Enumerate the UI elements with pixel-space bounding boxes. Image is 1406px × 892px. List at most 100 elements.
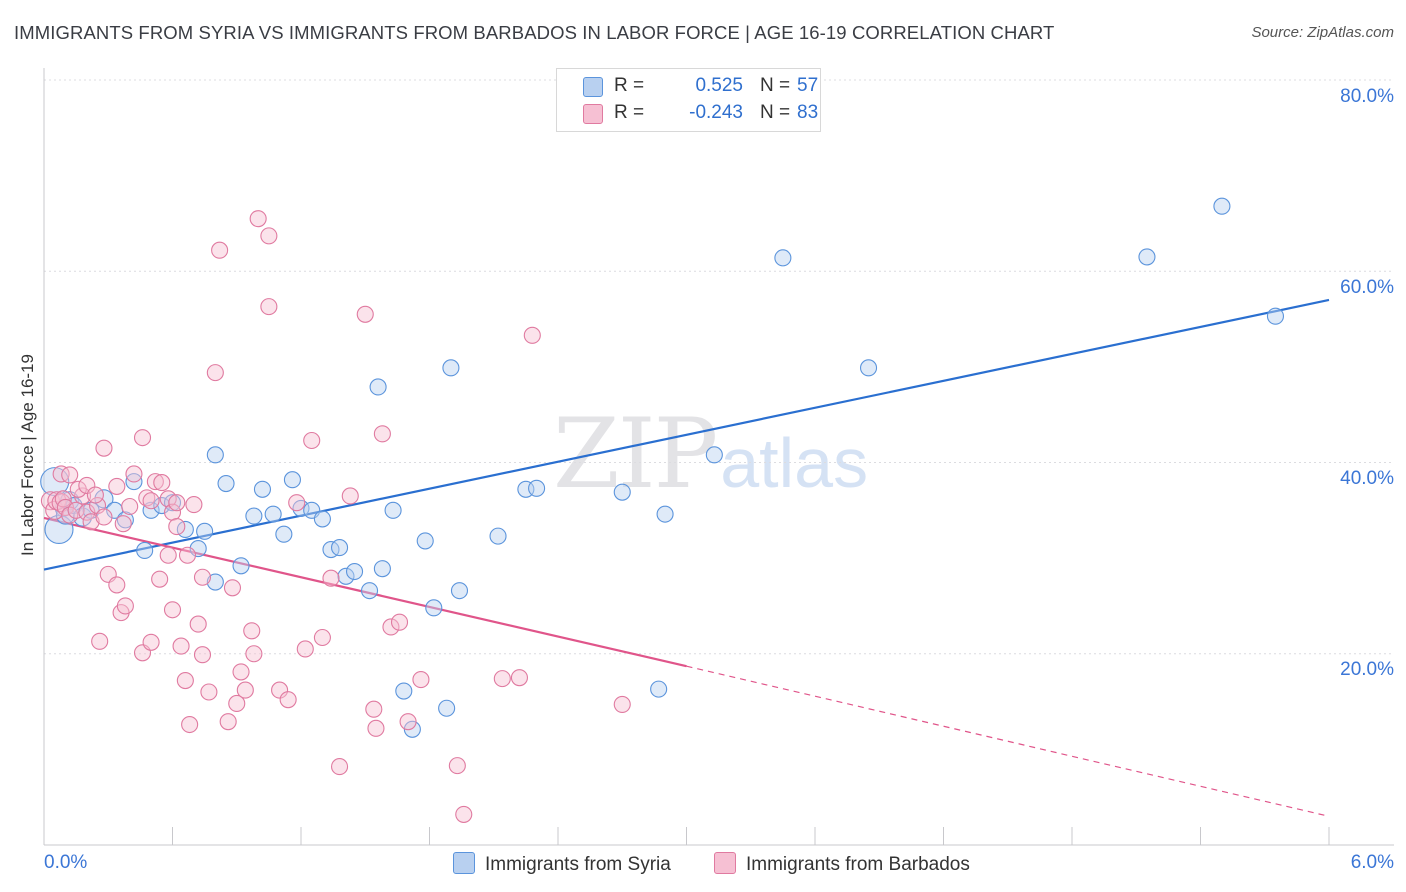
barbados-point	[232, 663, 250, 681]
syria-point	[650, 680, 668, 698]
barbados-point	[67, 501, 85, 519]
barbados-point	[279, 691, 297, 709]
barbados-point	[61, 466, 79, 484]
syria-legend-label: Immigrants from Syria	[485, 854, 671, 875]
barbados-point	[211, 241, 229, 259]
barbados-point	[193, 646, 212, 664]
barbados-legend-swatch	[714, 852, 736, 874]
barbados-point	[193, 568, 212, 586]
r-value: -0.243	[689, 102, 743, 123]
barbados-point	[260, 227, 278, 245]
syria-point	[1266, 307, 1285, 325]
barbados-point	[82, 513, 100, 531]
barbados-point	[373, 425, 391, 443]
barbados-point	[95, 508, 113, 526]
barbados-point	[172, 637, 190, 655]
n-label: N =	[760, 102, 791, 123]
barbados-point	[114, 515, 132, 533]
barbados-point	[303, 431, 321, 450]
syria-point	[425, 599, 443, 617]
barbados-point	[153, 474, 171, 492]
syria-point	[206, 573, 224, 591]
barbados-point	[125, 465, 143, 483]
syria-point	[313, 510, 331, 528]
y-axis-title: In Labor Force | Age 16-19	[18, 354, 37, 556]
syria-point	[395, 682, 413, 700]
n-label: N =	[760, 75, 791, 96]
syria-point	[1213, 197, 1231, 215]
barbados-point	[159, 490, 177, 508]
barbados-point	[365, 700, 383, 718]
syria-point	[416, 532, 434, 550]
syria-point	[369, 378, 387, 396]
barbados-point	[151, 570, 169, 588]
syria-point	[1138, 248, 1156, 266]
y-tick-label: 40.0%	[1340, 468, 1394, 489]
r-label: R =	[614, 102, 645, 123]
syria-point	[283, 471, 301, 489]
barbados-swatch	[583, 104, 603, 124]
syria-swatch	[583, 77, 603, 97]
barbados-point	[95, 439, 113, 457]
barbados-point	[367, 719, 385, 737]
barbados-point	[399, 713, 417, 731]
syria-point	[774, 249, 792, 267]
barbados-point	[78, 503, 96, 521]
syria-point	[442, 359, 460, 377]
y-tick-label: 60.0%	[1340, 277, 1394, 298]
barbados-point	[322, 569, 340, 587]
r-label: R =	[614, 75, 645, 96]
barbados-point	[159, 546, 177, 564]
barbados-point	[493, 670, 511, 688]
syria-point	[94, 489, 114, 509]
syria-point	[705, 446, 723, 464]
syria-point	[264, 505, 282, 523]
syria-point	[206, 446, 224, 464]
barbados-point	[219, 713, 237, 731]
barbados-point	[260, 298, 278, 316]
barbados-point	[78, 476, 96, 495]
barbados-point	[200, 683, 218, 701]
barbados-point	[206, 364, 224, 382]
barbados-point	[249, 210, 267, 228]
syria-point	[189, 540, 207, 558]
barbados-point	[382, 618, 400, 636]
syria-point	[384, 501, 402, 519]
barbados-point	[313, 628, 331, 647]
barbados-point	[236, 681, 254, 699]
syria-point	[345, 562, 364, 581]
barbados-point	[390, 613, 409, 631]
barbados-point	[185, 496, 203, 514]
barbados-point	[613, 695, 631, 713]
barbados-point	[133, 429, 152, 447]
correlation-legend: R = 0.525 N = 57 R = -0.243 N = 83	[556, 68, 821, 132]
x-tick-label-max: 6.0%	[1350, 852, 1394, 873]
syria-point	[373, 560, 391, 578]
syria-point	[613, 483, 631, 501]
barbados-point	[356, 305, 374, 323]
barbados-point	[228, 694, 246, 713]
axes	[43, 68, 1394, 846]
barbados-trend-line	[43, 516, 687, 668]
syria-trend-line	[43, 298, 1330, 571]
barbados-point	[91, 632, 109, 650]
syria-point	[656, 505, 674, 523]
syria-point	[253, 480, 272, 498]
barbados-point	[52, 465, 70, 483]
source-label: Source: ZipAtlas.com	[1251, 24, 1394, 41]
barbados-point	[142, 492, 160, 510]
syria-point	[337, 567, 355, 585]
barbados-point	[108, 576, 126, 594]
syria-point	[330, 539, 349, 557]
barbados-legend-label: Immigrants from Barbados	[746, 854, 970, 875]
barbados-point	[168, 518, 186, 536]
barbados-point	[176, 671, 194, 690]
barbados-point	[245, 645, 263, 663]
barbados-point	[523, 326, 541, 344]
barbados-point	[243, 622, 261, 640]
syria-point	[196, 522, 214, 540]
barbados-point	[121, 497, 139, 516]
barbados-point	[108, 477, 126, 495]
trend-lines	[43, 298, 1330, 817]
